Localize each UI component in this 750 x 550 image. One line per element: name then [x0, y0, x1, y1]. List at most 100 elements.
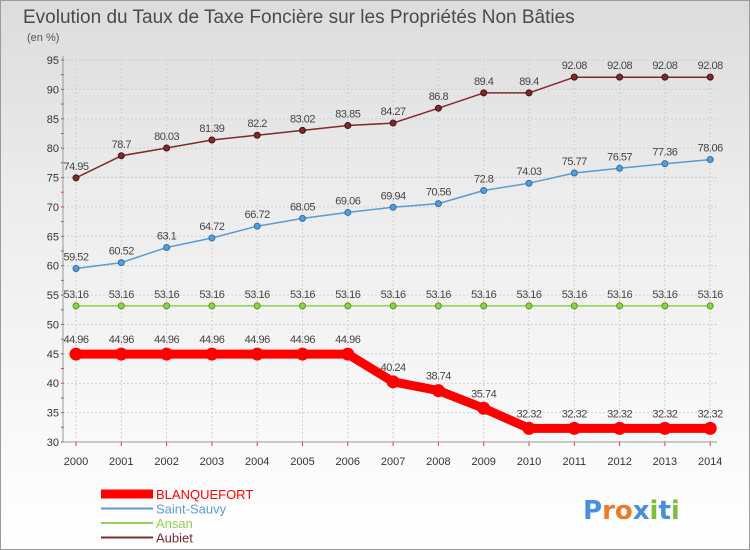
y-tick-label: 90 [47, 84, 59, 96]
data-point-saint-sauvy [253, 222, 261, 230]
data-point-ansan [72, 302, 80, 310]
data-point-ansan [253, 302, 261, 310]
data-label-blanquefort: 32.32 [516, 408, 541, 420]
data-label-ansan: 53.16 [516, 289, 541, 301]
y-tick-label: 50 [47, 319, 59, 331]
proxiti-logo: Proxiti [583, 496, 680, 526]
data-label-aubiet: 86.8 [429, 91, 449, 103]
x-tick-label: 2006 [336, 456, 360, 468]
axes: 30 35 40 45 50 55 60 65 70 75 80 85 90 95 2000 2001 2002… [47, 55, 723, 468]
y-tick-label: 30 [47, 437, 59, 449]
chart-title: Evolution du Taux de Taxe Foncière sur l… [23, 7, 575, 28]
x-tick-label: 2007 [381, 456, 405, 468]
data-point-ansan [525, 302, 533, 310]
data-label-blanquefort: 44.96 [290, 334, 315, 346]
data-point-saint-sauvy [434, 200, 442, 208]
x-tick-label: 2003 [200, 456, 224, 468]
data-label-blanquefort: 38.74 [426, 371, 451, 383]
data-point-saint-sauvy [344, 208, 352, 216]
data-point-aubiet [525, 89, 533, 97]
data-point-blanquefort [431, 384, 445, 398]
y-tick-label: 60 [47, 261, 59, 273]
data-point-aubiet [616, 73, 624, 81]
data-label-aubiet: 78.7 [112, 139, 132, 151]
data-point-aubiet [117, 152, 125, 160]
y-tick-label: 35 [47, 408, 59, 420]
data-label-ansan: 53.16 [471, 289, 496, 301]
data-label-ansan: 53.16 [245, 289, 270, 301]
data-label-saint-sauvy: 70.56 [426, 187, 451, 199]
legend-label-aubiet: Aubiet [156, 531, 193, 546]
x-tick-label: 2000 [64, 456, 88, 468]
y-tick-label: 85 [47, 114, 59, 126]
data-point-aubiet [434, 104, 442, 112]
data-label-ansan: 53.16 [154, 289, 179, 301]
data-point-saint-sauvy [661, 160, 669, 168]
data-point-saint-sauvy [480, 186, 488, 194]
data-label-blanquefort: 44.96 [335, 334, 360, 346]
data-label-saint-sauvy: 69.94 [381, 190, 406, 202]
data-label-blanquefort: 44.96 [245, 334, 270, 346]
data-point-ansan [208, 302, 216, 310]
data-point-aubiet [208, 136, 216, 144]
data-label-aubiet: 84.27 [381, 106, 406, 118]
data-point-blanquefort [386, 375, 400, 389]
data-label-aubiet: 92.08 [652, 60, 677, 72]
data-label-ansan: 53.16 [290, 289, 315, 301]
data-point-blanquefort [477, 401, 491, 415]
y-tick-label: 45 [47, 349, 59, 361]
data-point-saint-sauvy [299, 214, 306, 222]
data-label-aubiet: 92.08 [562, 60, 587, 72]
data-point-ansan [117, 302, 125, 310]
legend-label-saint-sauvy: Saint-Sauvy [156, 502, 227, 517]
data-label-aubiet: 92.08 [698, 60, 723, 72]
data-label-blanquefort: 44.96 [199, 334, 224, 346]
x-tick-label: 2014 [698, 456, 722, 468]
data-point-ansan [434, 302, 442, 310]
data-point-blanquefort [522, 421, 536, 435]
y-tick-label: 65 [47, 231, 59, 243]
data-point-blanquefort [296, 347, 309, 361]
data-label-ansan: 53.16 [652, 289, 677, 301]
data-label-ansan: 53.16 [698, 289, 723, 301]
data-point-saint-sauvy [72, 265, 80, 273]
x-tick-label: 2011 [562, 456, 586, 468]
data-label-saint-sauvy: 68.05 [290, 201, 315, 213]
x-tick-label: 2009 [471, 456, 495, 468]
data-label-ansan: 53.16 [426, 289, 451, 301]
data-label-saint-sauvy: 72.8 [474, 173, 494, 185]
data-label-saint-sauvy: 77.36 [652, 147, 677, 159]
x-tick-label: 2013 [653, 456, 677, 468]
data-labels: 44.96 44.96 44.96 44.96 44.96 44.96 44.96 40.24… [63, 60, 723, 420]
legend-label-ansan: Ansan [156, 516, 193, 531]
data-point-aubiet [570, 73, 578, 81]
data-point-blanquefort [205, 347, 219, 361]
data-point-blanquefort [658, 421, 672, 435]
series-blanquefort [69, 347, 717, 435]
data-point-aubiet [72, 174, 80, 182]
data-point-saint-sauvy [208, 234, 216, 242]
data-label-aubiet: 92.08 [607, 60, 632, 72]
data-label-aubiet: 81.39 [199, 123, 224, 135]
x-tick-label: 2008 [426, 456, 450, 468]
legend-label-blanquefort: BLANQUEFORT [156, 487, 253, 502]
series-saint-sauvy [72, 156, 714, 273]
data-point-blanquefort [613, 421, 627, 435]
y-tick-label: 40 [47, 378, 59, 390]
series-ansan [72, 302, 714, 310]
y-tick-label: 80 [47, 143, 59, 155]
data-label-aubiet: 82.2 [247, 118, 267, 130]
data-point-ansan [389, 302, 397, 310]
series-aubiet [72, 73, 714, 182]
data-point-ansan [706, 302, 714, 310]
y-tick-label: 70 [47, 202, 59, 214]
data-label-saint-sauvy: 69.06 [335, 195, 360, 207]
data-point-ansan [344, 302, 352, 310]
data-point-ansan [661, 302, 669, 310]
logo-text: Proxiti [583, 496, 680, 526]
data-point-blanquefort [341, 347, 355, 361]
data-point-ansan [163, 302, 171, 310]
